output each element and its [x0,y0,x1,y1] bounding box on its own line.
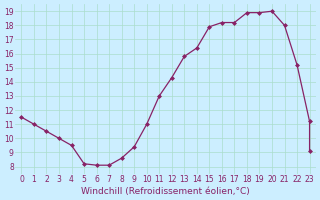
X-axis label: Windchill (Refroidissement éolien,°C): Windchill (Refroidissement éolien,°C) [81,187,250,196]
